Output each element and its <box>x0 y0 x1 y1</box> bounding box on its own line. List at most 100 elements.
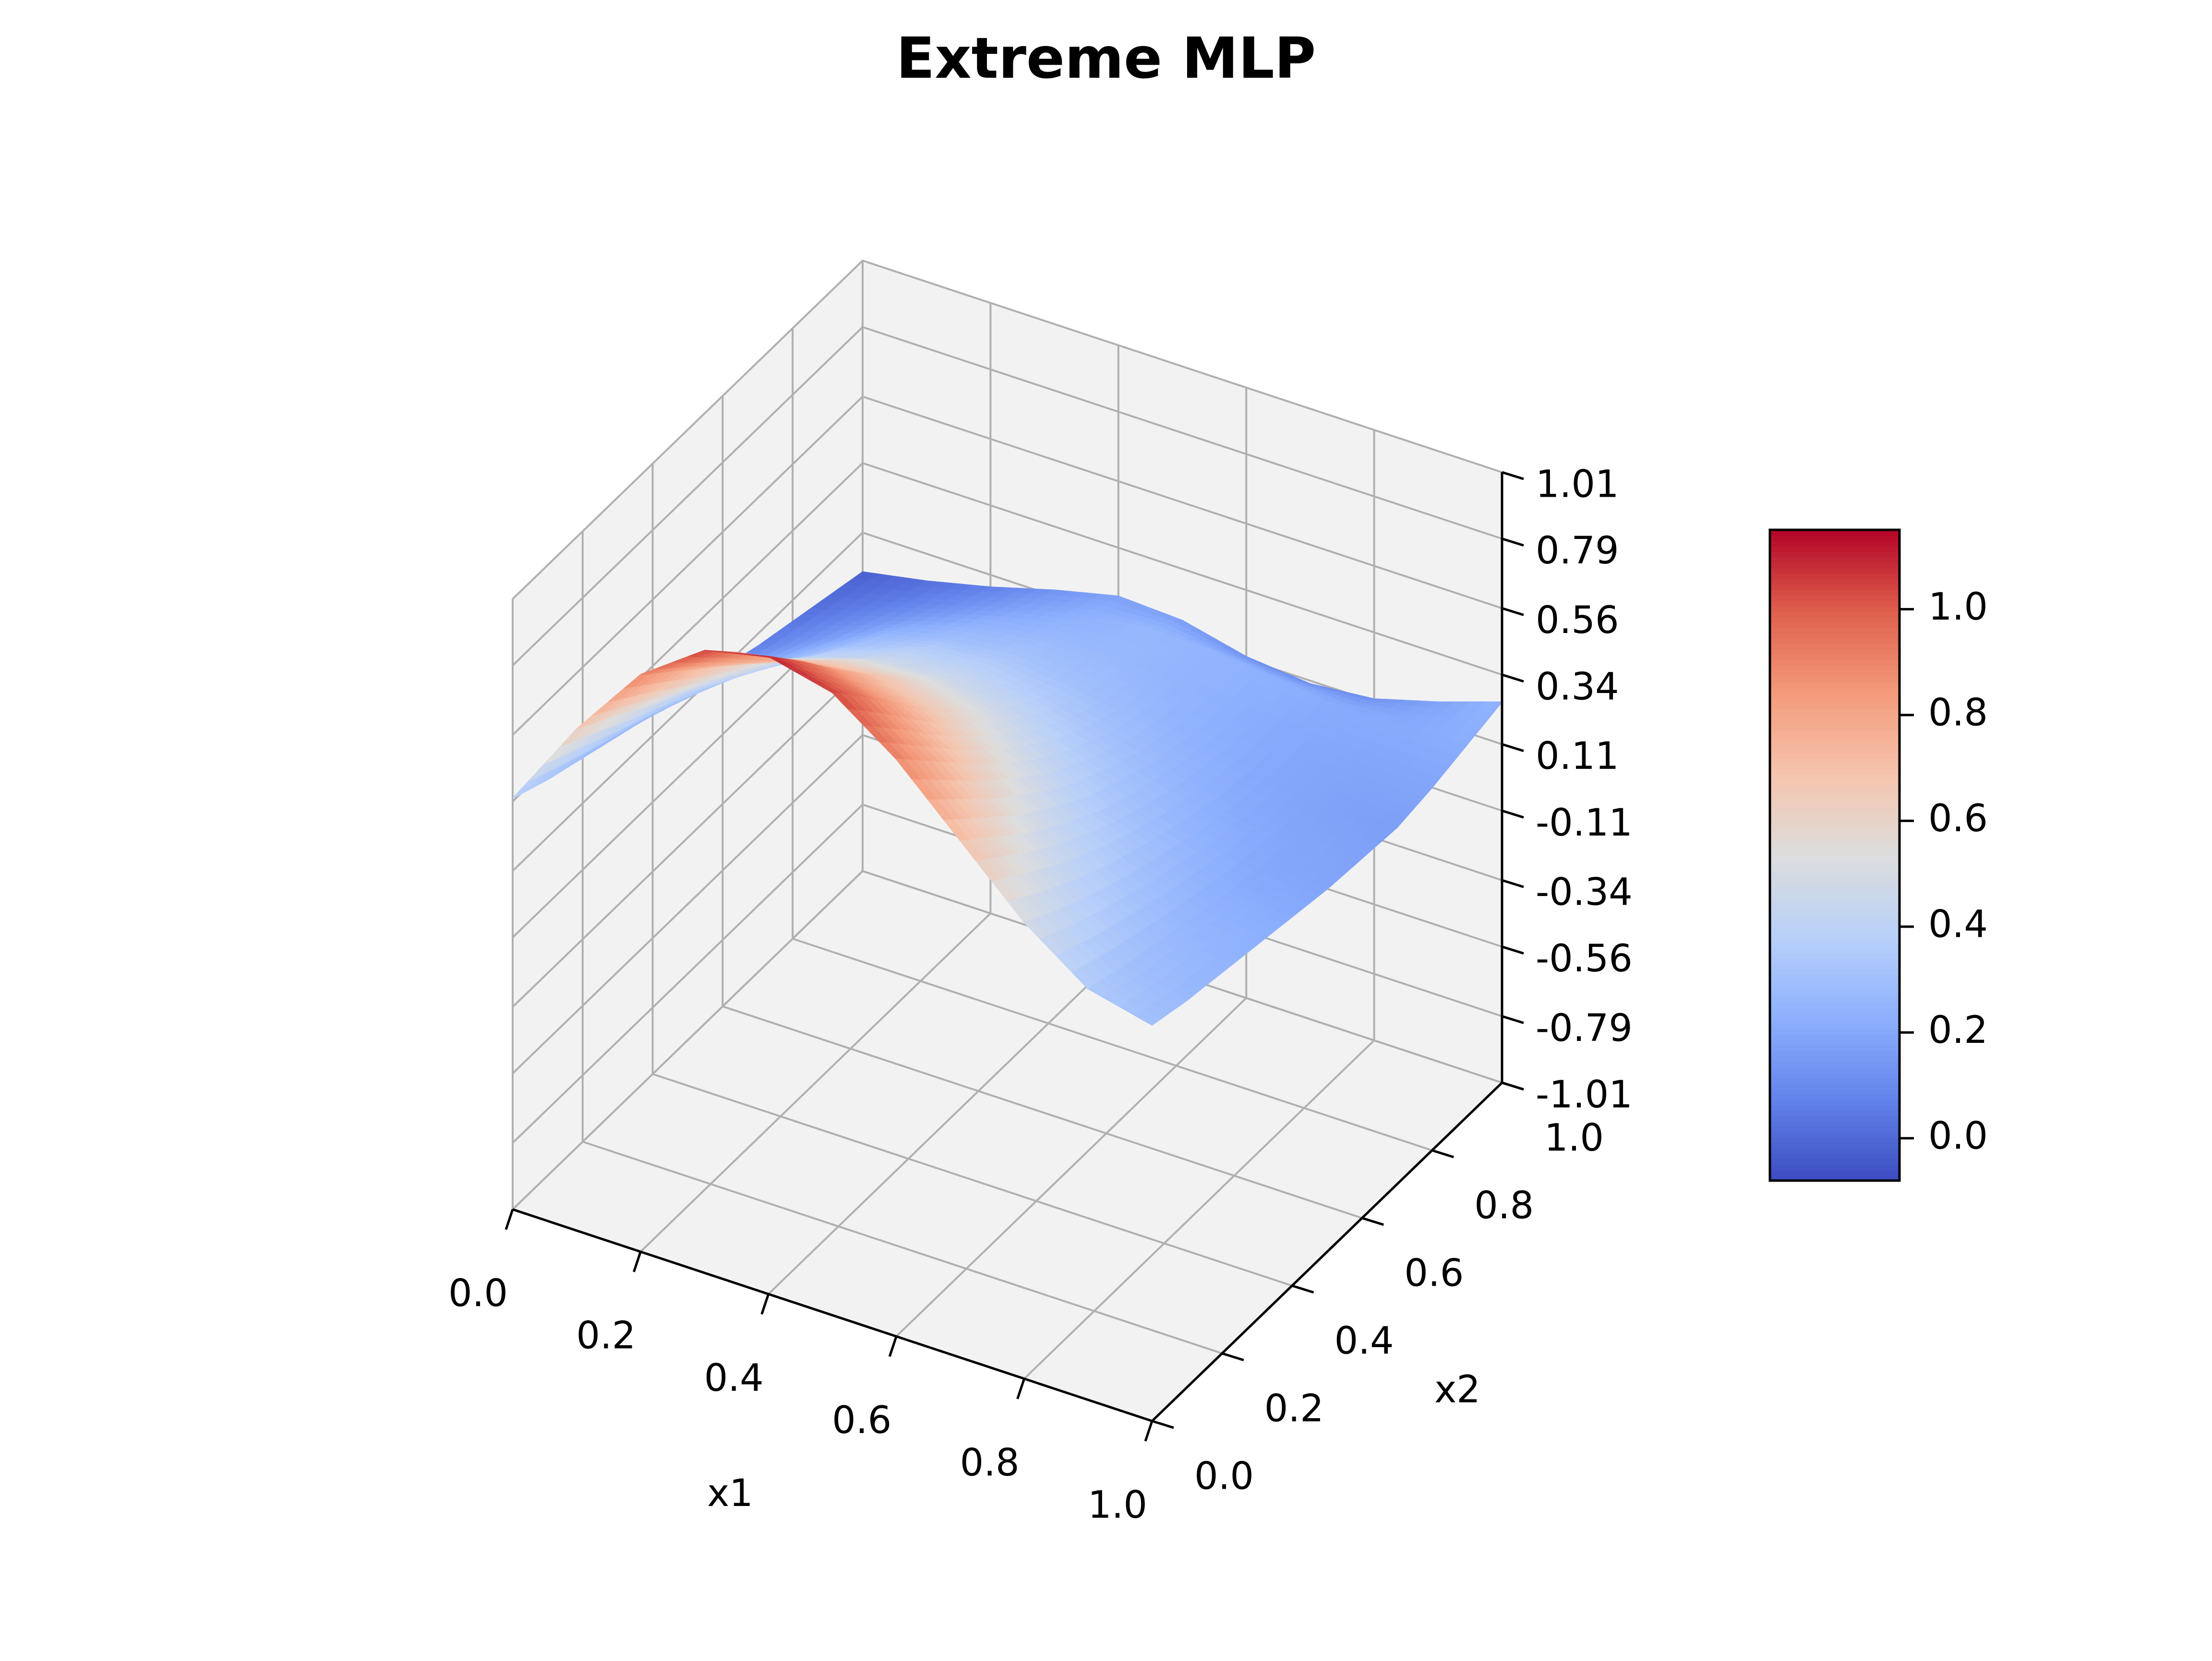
gridline <box>582 1141 1223 1354</box>
colorbar-swatch <box>1770 611 1899 617</box>
colorbar-swatch <box>1770 991 1899 997</box>
x1-tick-label: 0.4 <box>704 1357 764 1400</box>
colorbar-swatch <box>1770 622 1899 628</box>
x2-tick-label: 0.2 <box>1264 1387 1324 1430</box>
x2-tick-label: 0.8 <box>1474 1184 1534 1227</box>
x1-tick <box>1144 1421 1154 1442</box>
colorbar-swatch <box>1770 779 1899 786</box>
x2-tick-label: 0.0 <box>1194 1455 1254 1498</box>
colorbar-swatch <box>1770 980 1899 986</box>
x1-axis-line <box>512 1208 1153 1422</box>
z-tick-label: 0.56 <box>1536 599 1619 642</box>
colorbar-swatch <box>1770 985 1899 992</box>
colorbar-frame <box>1768 528 1901 1182</box>
colorbar-swatch <box>1770 703 1899 709</box>
colorbar-tick-label: 0.8 <box>1928 691 1988 734</box>
colorbar-swatch <box>1770 595 1899 601</box>
colorbar-swatch <box>1770 909 1899 916</box>
x1-tick-label: 0.6 <box>832 1399 891 1442</box>
colorbar-swatch <box>1770 551 1899 558</box>
colorbar-swatch <box>1770 974 1899 980</box>
colorbar-swatch <box>1770 606 1899 612</box>
colorbar-swatch <box>1770 649 1899 655</box>
gridline <box>512 668 864 1008</box>
colorbar-swatch <box>1770 589 1899 596</box>
colorbar-swatch <box>1770 698 1899 704</box>
axes <box>505 471 1524 1442</box>
colorbar-swatch <box>1770 757 1899 764</box>
colorbar-swatch <box>1770 719 1899 726</box>
colorbar-swatch <box>1770 573 1899 579</box>
colorbar-swatch <box>1770 823 1899 829</box>
colorbar-swatch <box>1770 898 1899 905</box>
colorbar: 0.0 0.2 0.4 0.6 0.8 1.0 <box>1768 528 1988 1182</box>
colorbar-swatch <box>1770 1094 1899 1100</box>
z-tick-label: -0.34 <box>1536 871 1633 914</box>
z-tick <box>1502 607 1524 616</box>
x2-axis-line <box>1151 1082 1503 1422</box>
colorbar-swatch <box>1770 925 1899 932</box>
colorbar-swatch <box>1770 877 1899 883</box>
gridline <box>792 938 1432 1151</box>
colorbar-swatch <box>1770 540 1899 547</box>
x2-tick <box>1291 1284 1314 1294</box>
colorbar-swatch <box>1770 1099 1899 1105</box>
colorbar-swatch <box>1770 1121 1899 1127</box>
colorbar-swatch <box>1770 1132 1899 1138</box>
colorbar-swatch <box>1770 855 1899 861</box>
x1-axis-label: x1 <box>707 1472 753 1515</box>
colorbar-swatch <box>1770 1007 1899 1013</box>
gridline <box>512 734 864 1075</box>
colorbar-swatch <box>1770 790 1899 796</box>
colorbar-swatch <box>1770 849 1899 856</box>
colorbar-swatch <box>1770 736 1899 742</box>
x1-tick-label: 0.2 <box>576 1314 636 1358</box>
colorbar-swatch <box>1770 1142 1899 1149</box>
colorbar-swatch <box>1770 730 1899 737</box>
colorbar-swatch <box>1770 893 1899 899</box>
colorbar-swatch <box>1770 1104 1899 1111</box>
gridline <box>862 395 1503 609</box>
colorbar-tick-label: 0.4 <box>1928 903 1988 946</box>
colorbar-swatch <box>1770 936 1899 943</box>
colorbar-swatch <box>1770 616 1899 623</box>
gridline <box>512 395 864 736</box>
gridline <box>895 997 1247 1338</box>
gridline <box>1023 1040 1375 1380</box>
z-tick <box>1502 879 1524 888</box>
colorbar-swatch <box>1770 557 1899 563</box>
gridline <box>640 912 991 1253</box>
colorbar-swatch <box>1770 958 1899 964</box>
x2-tick <box>1222 1352 1244 1362</box>
colorbar-swatch <box>1770 665 1899 671</box>
colorbar-swatch <box>1770 1164 1899 1171</box>
colorbar-swatch <box>1770 1012 1899 1018</box>
colorbar-swatch <box>1770 1050 1899 1057</box>
colorbar-swatch <box>1770 1056 1899 1062</box>
z-tick <box>1502 471 1524 480</box>
colorbar-swatch <box>1770 866 1899 872</box>
surface <box>512 571 1503 1026</box>
colorbar-swatch <box>1770 1040 1899 1046</box>
gridline <box>512 326 864 666</box>
x1-tick-label: 1.0 <box>1088 1483 1147 1527</box>
colorbar-swatch <box>1770 578 1899 585</box>
colorbar-tick-label: 0.2 <box>1928 1009 1988 1052</box>
chart-title: Extreme MLP <box>896 25 1316 91</box>
x2-tick-label: 0.6 <box>1404 1252 1464 1295</box>
gridline <box>512 532 864 872</box>
colorbar-swatch <box>1770 546 1899 552</box>
colorbar-swatch <box>1770 1028 1899 1035</box>
colorbar-swatch <box>1770 1088 1899 1095</box>
colorbar-swatch <box>1770 1115 1899 1122</box>
colorbar-swatch <box>1770 633 1899 639</box>
gridline <box>512 260 864 600</box>
gridline <box>512 804 864 1144</box>
colorbar-swatch <box>1770 1045 1899 1051</box>
colorbar-swatch <box>1770 568 1899 574</box>
gridline <box>862 326 1503 540</box>
z-tick-label: -0.79 <box>1536 1007 1633 1050</box>
colorbar-swatch <box>1770 828 1899 834</box>
